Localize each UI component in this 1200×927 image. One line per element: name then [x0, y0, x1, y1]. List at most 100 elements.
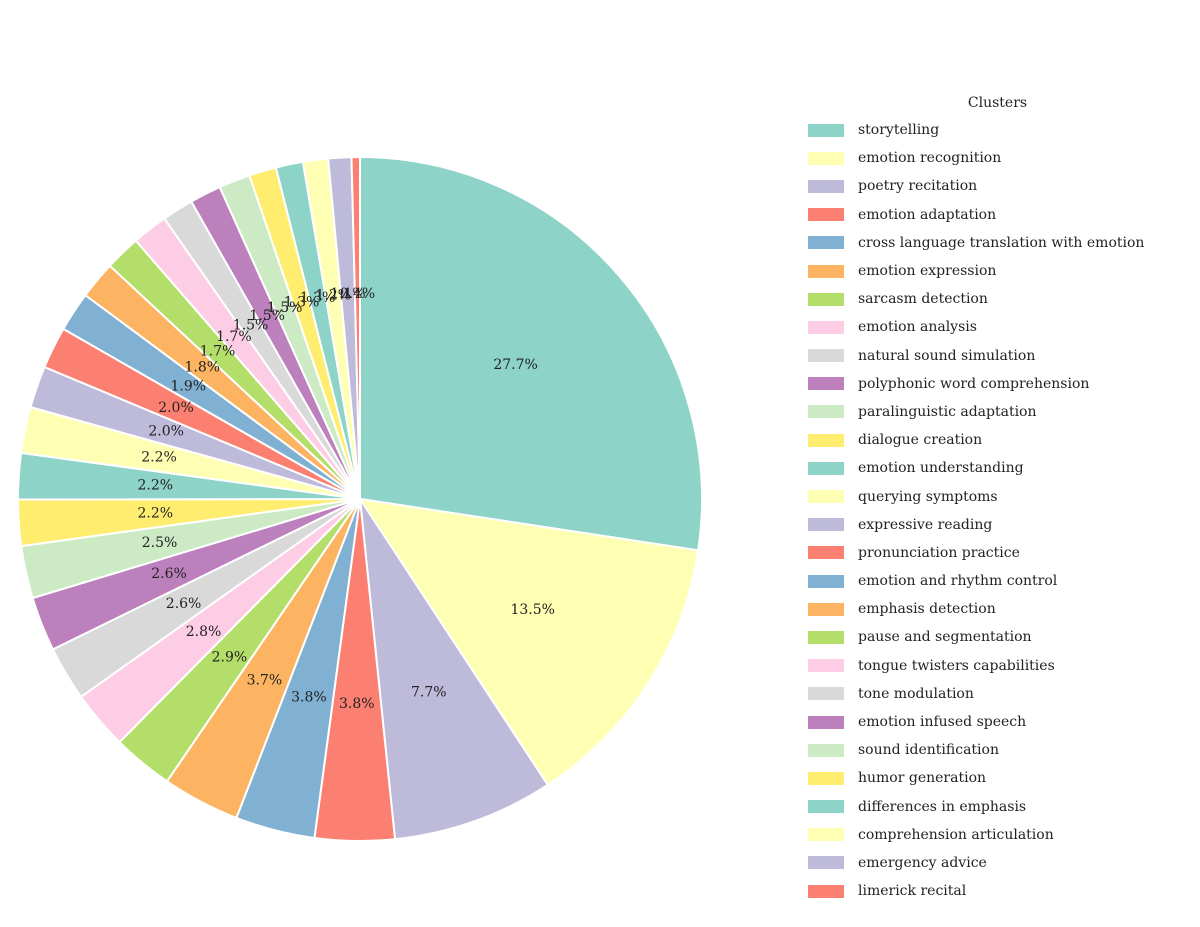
legend-item: sound identification: [800, 736, 1195, 764]
legend-item: emotion expression: [800, 257, 1195, 285]
pie-percent-label: 13.5%: [510, 602, 554, 618]
pie-percent-label: 3.8%: [339, 696, 375, 712]
legend-swatch: [808, 208, 844, 222]
pie-percent-label: 2.5%: [142, 535, 178, 551]
legend-item: limerick recital: [800, 877, 1195, 905]
pie-percent-label: 2.6%: [166, 596, 202, 612]
pie-percent-label: 3.7%: [247, 673, 283, 689]
legend-label: polyphonic word comprehension: [858, 375, 1090, 392]
legend-item: emotion adaptation: [800, 201, 1195, 229]
legend-item: emotion analysis: [800, 313, 1195, 341]
legend-label: tone modulation: [858, 685, 974, 702]
pie-percent-label: 7.7%: [411, 684, 447, 700]
legend-swatch: [808, 405, 844, 419]
legend-item: emergency advice: [800, 849, 1195, 877]
legend-label: limerick recital: [858, 883, 967, 900]
pie-labels: 27.7% 13.5% 7.7% 3.8% 3.8% 3.7% 2.9% 2.8% 2.6% 2.…: [137, 286, 555, 712]
pie-percent-label: 1.3%: [284, 294, 320, 310]
legend-item: querying symptoms: [800, 482, 1195, 510]
legend-item: paralinguistic adaptation: [800, 398, 1195, 426]
legend-item: storytelling: [800, 116, 1195, 144]
legend-item: emphasis detection: [800, 595, 1195, 623]
legend-label: emotion expression: [858, 263, 997, 280]
legend-swatch: [808, 771, 844, 785]
pie-slice-poetry-recitation: [359, 498, 550, 841]
legend-label: sarcasm detection: [858, 291, 988, 308]
pie-percent-label: 2.2%: [141, 450, 177, 466]
legend-label: pause and segmentation: [858, 629, 1032, 646]
pie-percent-label: 1.7%: [216, 329, 252, 345]
pie-percent-label: 2.2%: [138, 505, 174, 521]
legend-item: emotion and rhythm control: [800, 567, 1195, 595]
pie-percent-label: 2.0%: [148, 424, 184, 440]
legend-swatch: [808, 264, 844, 278]
legend-item: comprehension articulation: [800, 821, 1195, 849]
legend-label: comprehension articulation: [858, 826, 1054, 843]
legend-swatch: [808, 630, 844, 644]
pie-slice-limerick-recital: [350, 155, 361, 500]
legend-item: sarcasm detection: [800, 285, 1195, 313]
pie-percent-label: 0.4%: [340, 286, 376, 302]
legend-swatch: [808, 179, 844, 193]
legend-swatch: [808, 800, 844, 814]
legend-item: pronunciation practice: [800, 539, 1195, 567]
legend: Clusters storytelling emotion recognition…: [800, 90, 1195, 905]
legend-item: polyphonic word comprehension: [800, 370, 1195, 398]
pie-percent-label: 2.0%: [158, 400, 194, 416]
legend-item: cross language translation with emotion: [800, 229, 1195, 257]
legend-label: emotion understanding: [858, 460, 1024, 477]
legend-item: pause and segmentation: [800, 623, 1195, 651]
legend-swatch: [808, 292, 844, 306]
legend-swatch: [808, 602, 844, 616]
legend-swatch: [808, 151, 844, 165]
legend-label: emotion recognition: [858, 150, 1002, 167]
legend-label: emotion infused speech: [858, 714, 1027, 731]
legend-swatch: [808, 743, 844, 757]
legend-item: emotion understanding: [800, 454, 1195, 482]
legend-item: tongue twisters capabilities: [800, 652, 1195, 680]
legend-item: emotion recognition: [800, 144, 1195, 172]
legend-label: dialogue creation: [858, 432, 983, 449]
legend-label: emotion and rhythm control: [858, 573, 1058, 590]
legend-swatch: [808, 687, 844, 701]
legend-label: paralinguistic adaptation: [858, 403, 1037, 420]
pie-chart: 27.7% 13.5% 7.7% 3.8% 3.8% 3.7% 2.9% 2.8% 2.6% 2.…: [16, 155, 703, 842]
pie-percent-label: 1.7%: [200, 343, 236, 359]
pie-percent-label: 1.9%: [171, 379, 207, 395]
legend-title: Clusters: [967, 95, 1028, 111]
pie-percent-label: 2.9%: [212, 649, 248, 665]
legend-label: natural sound simulation: [858, 347, 1036, 364]
pie-percent-label: 27.7%: [493, 357, 537, 373]
pie-percent-label: 1.8%: [185, 360, 221, 376]
legend-item: natural sound simulation: [800, 342, 1195, 370]
pie-slice-emotion-recognition: [357, 497, 700, 787]
legend-swatch: [808, 856, 844, 870]
legend-label: emotion analysis: [858, 319, 977, 336]
pie-percent-label: 2.8%: [186, 624, 222, 640]
legend-swatch: [808, 828, 844, 842]
legend-label: sound identification: [858, 742, 999, 759]
legend-label: cross language translation with emotion: [858, 234, 1145, 251]
legend-swatch: [808, 659, 844, 673]
pie-slices: [16, 155, 703, 842]
pie-percent-label: 2.6%: [151, 566, 187, 582]
legend-swatch: [808, 490, 844, 504]
legend-item: dialogue creation: [800, 426, 1195, 454]
legend-label: differences in emphasis: [858, 798, 1027, 815]
legend-label: querying symptoms: [858, 488, 998, 505]
legend-label: emergency advice: [858, 854, 987, 871]
legend-swatch: [808, 433, 844, 447]
legend-item: expressive reading: [800, 511, 1195, 539]
legend-item: tone modulation: [800, 680, 1195, 708]
pie-percent-label: 3.8%: [291, 690, 327, 706]
legend-item: differences in emphasis: [800, 793, 1195, 821]
pie-percent-label: 1.5%: [233, 317, 269, 333]
pie-percent-label: 1.2%: [316, 288, 352, 304]
legend-label: poetry recitation: [858, 178, 978, 195]
legend-label: humor generation: [858, 770, 987, 787]
legend-item: humor generation: [800, 764, 1195, 792]
legend-item: emotion infused speech: [800, 708, 1195, 736]
legend-swatch: [808, 518, 844, 532]
pie-percent-label: 1.1%: [330, 286, 366, 302]
pie-percent-label: 2.2%: [137, 477, 173, 493]
